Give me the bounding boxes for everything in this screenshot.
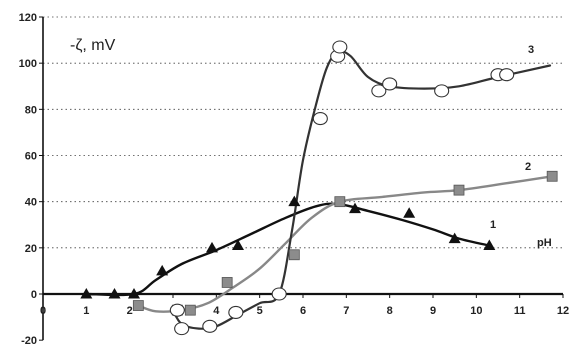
x-tick-label: 10 <box>470 305 482 317</box>
y-tick-label: 20 <box>25 243 37 255</box>
x-tick-label: 1 <box>83 305 89 317</box>
series-3-point <box>202 319 218 333</box>
y-tick-label: 80 <box>25 104 37 116</box>
series-markers <box>80 40 558 336</box>
series-3-point <box>174 322 190 336</box>
series-1-point <box>232 239 244 251</box>
x-tick-label: 4 <box>213 305 220 317</box>
y-tick-labels: -20 0 20 40 60 80 100 120 <box>19 12 37 347</box>
series-1-point <box>108 288 121 299</box>
series-3-point <box>228 305 244 320</box>
grid-lines <box>43 16 563 249</box>
series-3-point <box>434 84 450 98</box>
x-tick-label: 0 <box>40 305 46 317</box>
series-1-point <box>288 195 301 207</box>
x-tick-label: 11 <box>514 305 526 317</box>
series-2-point <box>546 170 558 182</box>
y-tick-label: -20 <box>21 335 37 347</box>
x-tick-label: 8 <box>387 305 393 317</box>
x-tick-label: 5 <box>257 305 263 317</box>
x-tick-label: 7 <box>343 305 349 317</box>
x-axis-label: pH <box>537 237 552 249</box>
series-label-1: 1 <box>490 219 496 231</box>
series-1-point <box>349 202 361 214</box>
series-3-point <box>169 303 185 317</box>
series-2-point <box>184 304 196 316</box>
x-tick-label: 9 <box>430 305 436 317</box>
series-3-point <box>271 287 287 301</box>
y-tick-label: 0 <box>31 289 37 301</box>
series-label-2: 2 <box>525 161 531 173</box>
y-tick-label: 40 <box>25 197 37 209</box>
x-tick-label: 6 <box>300 305 306 317</box>
x-tick-label: 2 <box>127 305 133 317</box>
series-2-point <box>453 184 465 196</box>
series-1-point <box>403 207 416 218</box>
series-1-line <box>85 202 491 297</box>
series-2-point <box>288 249 300 261</box>
series-1-point <box>128 288 140 299</box>
series-2-point <box>221 277 233 288</box>
x-tick-labels: 0123456789101112 <box>40 305 569 317</box>
series-1-point <box>448 232 461 244</box>
series-3-point <box>371 84 387 98</box>
x-tick-label: 12 <box>557 305 569 317</box>
series-2-point <box>334 196 346 208</box>
series-3-point <box>332 40 348 54</box>
series-curves <box>85 49 554 330</box>
y-tick-label: 60 <box>25 151 37 163</box>
y-tick-label: 100 <box>19 58 37 70</box>
series-1-point <box>206 241 218 253</box>
series-1-point <box>156 264 169 276</box>
series-1-point <box>80 288 93 299</box>
series-3-point <box>382 77 398 91</box>
y-tick-label: 120 <box>19 12 37 24</box>
series-label-3: 3 <box>528 44 534 56</box>
series-3-point <box>312 112 328 126</box>
series-2-point <box>132 300 144 311</box>
series-3-point <box>499 68 515 82</box>
y-axis-label: -ζ, mV <box>70 37 116 54</box>
series-1-point <box>483 239 496 251</box>
